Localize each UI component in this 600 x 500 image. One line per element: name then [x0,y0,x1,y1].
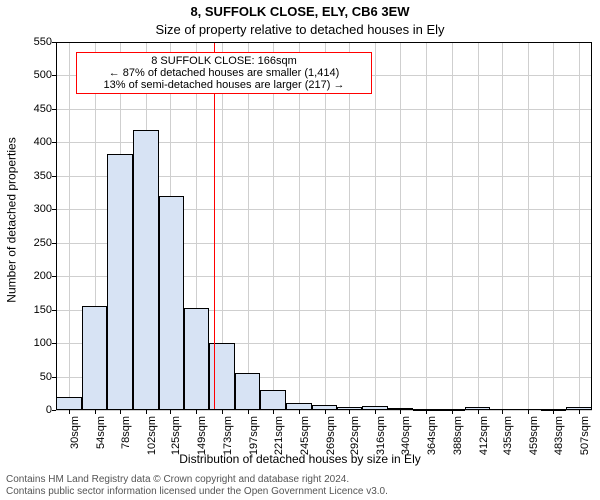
grid-line-v [349,42,350,410]
grid-line-v [502,42,503,410]
plot-border [591,42,592,410]
annotation-box: 8 SUFFOLK CLOSE: 166sqm← 87% of detached… [76,52,372,94]
histogram-bar [209,343,235,410]
xtick-label: 316sqm [375,412,387,455]
ytick-label: 450 [34,103,56,115]
xtick-label: 435sqm [502,412,514,455]
grid-line-v [299,42,300,410]
ytick-label: 150 [34,304,56,316]
chart-container: 8, SUFFOLK CLOSE, ELY, CB6 3EW Size of p… [0,0,600,500]
xtick-label: 149sqm [196,412,208,455]
grid-line-v [553,42,554,410]
xtick-label: 340sqm [400,412,412,455]
ytick-label: 100 [34,337,56,349]
grid-line-v [452,42,453,410]
annotation-line: ← 87% of detached houses are smaller (1,… [83,67,365,79]
grid-line-v [273,42,274,410]
property-marker-line [214,42,215,410]
histogram-bar [56,397,82,410]
grid-line-v [426,42,427,410]
grid-line-v [325,42,326,410]
annotation-line: 13% of semi-detached houses are larger (… [83,79,365,91]
ytick-label: 500 [34,69,56,81]
xtick-label: 412sqm [478,412,490,455]
grid-line-v [528,42,529,410]
histogram-bar [133,130,159,410]
ytick-label: 550 [34,36,56,48]
annotation-line: 8 SUFFOLK CLOSE: 166sqm [83,55,365,67]
ytick-label: 400 [34,136,56,148]
ytick-label: 350 [34,170,56,182]
xtick-label: 30sqm [69,412,81,449]
histogram-bar [107,154,133,410]
ytick-label: 0 [46,404,56,416]
xtick-label: 459sqm [528,412,540,455]
grid-line-v [478,42,479,410]
ytick-label: 50 [40,371,56,383]
footer-attribution: Contains HM Land Registry data © Crown c… [6,474,388,498]
xtick-label: 197sqm [248,412,260,455]
xtick-label: 507sqm [579,412,591,455]
xtick-label: 221sqm [273,412,285,455]
plot-border [56,42,592,43]
xtick-label: 269sqm [325,412,337,455]
grid-line-v [579,42,580,410]
histogram-bar [235,373,261,410]
xtick-label: 483sqm [553,412,565,455]
xtick-label: 245sqm [299,412,311,455]
grid-line-v [69,42,70,410]
histogram-bar [260,390,286,410]
histogram-bar [159,196,185,410]
xtick-label: 364sqm [426,412,438,455]
xtick-label: 292sqm [349,412,361,455]
plot-border [56,42,57,410]
grid-line-v [248,42,249,410]
title-line-2: Size of property relative to detached ho… [0,22,600,37]
histogram-bar [184,308,209,410]
xtick-label: 173sqm [222,412,234,455]
xtick-label: 102sqm [146,412,158,455]
xtick-label: 388sqm [452,412,464,455]
xtick-label: 78sqm [120,412,132,449]
ytick-label: 200 [34,270,56,282]
xtick-label: 125sqm [170,412,182,455]
ytick-label: 250 [34,237,56,249]
ytick-label: 300 [34,203,56,215]
xtick-label: 54sqm [95,412,107,449]
title-line-1: 8, SUFFOLK CLOSE, ELY, CB6 3EW [0,4,600,19]
grid-line-v [375,42,376,410]
histogram-bar [82,306,108,410]
y-axis-label: Number of detached properties [4,0,20,440]
plot-area: 05010015020025030035040045050055030sqm54… [56,42,592,410]
grid-line-v [400,42,401,410]
